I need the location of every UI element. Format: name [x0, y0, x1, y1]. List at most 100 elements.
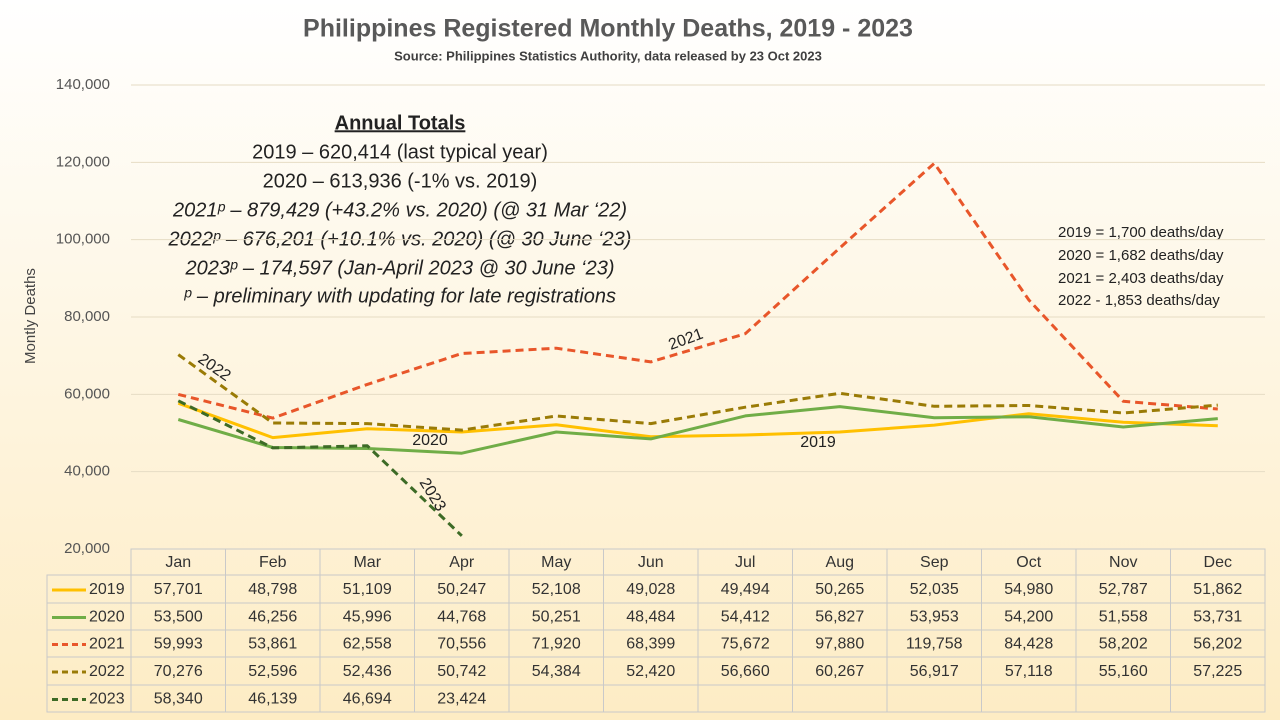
x-tick-label: Oct [1016, 554, 1041, 571]
table-value: 46,256 [248, 609, 297, 626]
table-value: 56,202 [1193, 636, 1242, 653]
table-value: 57,118 [1005, 663, 1053, 680]
series-line [177, 399, 463, 537]
table-value: 52,035 [910, 581, 959, 598]
x-tick-label: Aug [826, 554, 854, 571]
table-value: 97,880 [815, 636, 864, 653]
x-tick-label: Sep [920, 554, 949, 571]
table-value: 50,265 [815, 581, 864, 598]
series-line [177, 161, 1218, 420]
x-tick-label: Apr [449, 554, 475, 571]
table-value: 55,160 [1099, 663, 1148, 680]
table-value: 56,917 [910, 663, 959, 680]
table-value: 60,267 [815, 663, 864, 680]
table-value: 56,827 [815, 609, 864, 626]
table-value: 48,798 [248, 581, 297, 598]
annotation-heading: Annual Totals [335, 112, 466, 134]
table-value: 54,200 [1004, 609, 1053, 626]
per-day-note: 2021 = 2,403 deaths/day [1058, 270, 1224, 287]
table-value: 57,701 [154, 581, 203, 598]
y-tick-label: 60,000 [64, 385, 110, 402]
table-value: 48,484 [626, 609, 675, 626]
table-value: 52,436 [343, 663, 392, 680]
data-table: Jan Feb Mar Apr May Jun Jul Aug Sep Oct Nov Dec 2019… [46, 548, 1266, 713]
table-cell [1170, 684, 1266, 713]
table-value: 57,225 [1193, 663, 1242, 680]
table-value: 44,768 [437, 609, 486, 626]
chart-subtitle: Source: Philippines Statistics Authority… [394, 48, 822, 63]
legend-label: 2023 [89, 691, 125, 708]
per-day-note: 2020 = 1,682 deaths/day [1058, 247, 1224, 264]
table-value: 59,993 [154, 636, 203, 653]
x-tick-label: Jun [638, 554, 664, 571]
table-value: 54,412 [721, 609, 770, 626]
series-inline-label: 2019 [800, 434, 836, 451]
annotation-line: ᵖ – preliminary with updating for late r… [183, 285, 616, 307]
table-value: 53,861 [248, 636, 297, 653]
table-value: 53,731 [1193, 609, 1242, 626]
table-value: 71,920 [532, 636, 581, 653]
table-value: 45,996 [343, 609, 392, 626]
per-day-note: 2022 - 1,853 deaths/day [1058, 292, 1220, 309]
table-value: 75,672 [721, 636, 770, 653]
table-value: 56,660 [721, 663, 770, 680]
series-line [177, 401, 1218, 440]
table-value: 52,108 [532, 581, 581, 598]
y-tick-label: 140,000 [56, 76, 110, 93]
table-value: 70,556 [437, 636, 486, 653]
table-value: 52,787 [1099, 581, 1148, 598]
y-tick-label: 40,000 [64, 463, 110, 480]
table-value: 54,980 [1004, 581, 1053, 598]
x-tick-label: Jul [735, 554, 755, 571]
x-tick-label: Dec [1204, 554, 1232, 571]
table-value: 51,558 [1099, 609, 1148, 626]
table-value: 50,247 [437, 581, 486, 598]
table-value: 49,028 [626, 581, 675, 598]
table-value: 52,596 [248, 663, 297, 680]
x-tick-label: May [541, 554, 571, 571]
table-value: 50,251 [532, 609, 581, 626]
y-tick-label: 100,000 [56, 231, 110, 248]
table-value: 70,276 [154, 663, 203, 680]
x-tick-label: Nov [1109, 554, 1137, 571]
table-value: 68,399 [626, 636, 675, 653]
annotation-line: 2019 – 620,414 (last typical year) [252, 141, 548, 163]
table-value: 58,202 [1099, 636, 1148, 653]
legend-label: 2021 [89, 636, 125, 653]
table-value: 51,109 [343, 581, 392, 598]
per-day-note: 2019 = 1,700 deaths/day [1058, 224, 1224, 241]
table-value: 58,340 [154, 691, 203, 708]
series-line [177, 353, 1218, 432]
table-value: 84,428 [1004, 636, 1053, 653]
x-tick-label: Feb [259, 554, 287, 571]
table-value: 49,494 [721, 581, 770, 598]
annotation-line: 2020 – 613,936 (-1% vs. 2019) [263, 170, 538, 192]
table-value: 51,862 [1193, 581, 1242, 598]
legend-label: 2020 [89, 609, 125, 626]
table-value: 46,139 [248, 691, 297, 708]
per-day-notes: 2019 = 1,700 deaths/day 2020 = 1,682 dea… [1058, 224, 1224, 309]
series-line [177, 405, 1218, 455]
table-value: 54,384 [532, 663, 581, 680]
table-value: 62,558 [343, 636, 392, 653]
y-tick-label: 80,000 [64, 308, 110, 325]
annotation-line: 2023ᵖ – 174,597 (Jan-April 2023 @ 30 Jun… [184, 257, 614, 279]
legend-label: 2022 [89, 663, 125, 680]
table-value: 23,424 [437, 691, 486, 708]
x-tick-label: Mar [353, 554, 381, 571]
y-tick-label: 120,000 [56, 153, 110, 170]
table-value: 53,953 [910, 609, 959, 626]
x-tick-label: Jan [165, 554, 191, 571]
legend-label: 2019 [89, 581, 125, 598]
table-value: 46,694 [343, 691, 392, 708]
table-value: 119,758 [906, 636, 963, 653]
table-value: 50,742 [437, 663, 486, 680]
chart-title: Philippines Registered Monthly Deaths, 2… [303, 15, 913, 43]
y-axis-label: Montly Deaths [22, 268, 39, 364]
table-value: 52,420 [626, 663, 675, 680]
annotation-line: 2021ᵖ – 879,429 (+43.2% vs. 2020) (@ 31 … [172, 199, 627, 221]
y-tick-label: 20,000 [64, 540, 110, 557]
table-value: 53,500 [154, 609, 203, 626]
